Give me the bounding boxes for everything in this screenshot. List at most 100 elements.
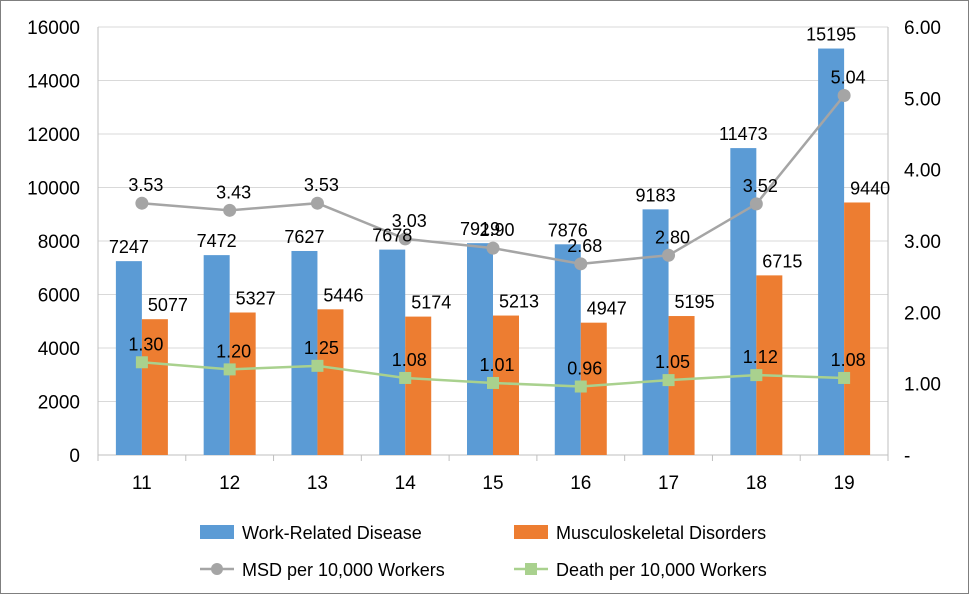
label-work-related-disease: 7247 <box>109 237 149 257</box>
label-msd-per-10000: 3.53 <box>304 175 339 195</box>
point-msd-per-10000 <box>398 232 412 246</box>
bar-musculoskeletal-disorders <box>317 309 344 455</box>
point-msd-per-10000 <box>574 257 588 271</box>
label-msd-per-10000: 2.68 <box>567 236 602 256</box>
y-left-tick-label: 14000 <box>27 72 80 93</box>
y-right-tick-label: 3.00 <box>904 232 941 253</box>
label-msd-per-10000: 2.90 <box>479 220 514 240</box>
bar-musculoskeletal-disorders <box>844 202 871 455</box>
bar-work-related-disease <box>642 209 669 455</box>
label-musculoskeletal-disorders: 5077 <box>148 295 188 315</box>
point-death-per-10000 <box>574 380 587 393</box>
point-death-per-10000 <box>311 359 324 372</box>
label-work-related-disease: 7678 <box>372 226 412 246</box>
label-work-related-disease: 15195 <box>806 25 856 45</box>
point-death-per-10000 <box>750 369 763 382</box>
bar-work-related-disease <box>203 255 230 455</box>
label-msd-per-10000: 3.43 <box>216 182 251 202</box>
label-death-per-10000: 1.08 <box>392 350 427 370</box>
legend-msd-per-10000-label: MSD per 10,000 Workers <box>242 560 445 580</box>
point-death-per-10000 <box>135 356 148 369</box>
point-death-per-10000 <box>399 371 412 384</box>
y-left-tick-label: 4000 <box>38 339 80 360</box>
label-musculoskeletal-disorders: 5327 <box>236 289 276 309</box>
y-left-tick-label: 2000 <box>38 393 80 414</box>
label-musculoskeletal-disorders: 5213 <box>499 292 539 312</box>
label-work-related-disease: 7627 <box>284 227 324 247</box>
y-left-tick-label: 16000 <box>27 18 80 39</box>
point-msd-per-10000 <box>223 203 237 217</box>
y-right-tick-label: 4.00 <box>904 161 941 182</box>
x-tick-label: 17 <box>658 473 679 494</box>
label-msd-per-10000: 3.52 <box>743 176 778 196</box>
x-tick-label: 15 <box>482 473 503 494</box>
label-work-related-disease: 9183 <box>636 185 676 205</box>
point-death-per-10000 <box>662 374 675 387</box>
legend-death-per-10000-swatch-marker <box>525 563 537 575</box>
legend: Work-Related Disease Musculoskeletal Diso… <box>200 523 767 580</box>
point-msd-per-10000 <box>135 196 149 210</box>
point-msd-per-10000 <box>486 241 500 255</box>
legend-work-related-disease-label: Work-Related Disease <box>242 523 422 543</box>
axes: 0 2000 4000 6000 8000 10000 12000 14000 16000 - 1.… <box>27 18 941 494</box>
y-left-tick-label: 0 <box>69 446 80 467</box>
label-work-related-disease: 7919 <box>460 219 500 239</box>
x-tick-label: 16 <box>570 473 591 494</box>
bar-work-related-disease <box>818 48 845 455</box>
legend-death-per-10000-label: Death per 10,000 Workers <box>556 560 767 580</box>
point-msd-per-10000 <box>749 197 763 211</box>
x-tick-label: 14 <box>395 473 417 494</box>
point-death-per-10000 <box>223 363 236 376</box>
legend-msd-per-10000-swatch-marker <box>211 563 223 575</box>
label-work-related-disease: 11473 <box>719 124 768 144</box>
y-right-tick-label: 6.00 <box>904 18 941 39</box>
bar-work-related-disease <box>467 243 493 455</box>
bar-work-related-disease <box>554 244 581 455</box>
bar-work-related-disease <box>379 249 406 455</box>
bar-musculoskeletal-disorders <box>405 316 432 455</box>
x-tick-label: 11 <box>132 473 152 494</box>
legend-musculoskeletal-disorders-swatch <box>514 525 548 539</box>
label-msd-per-10000: 3.53 <box>128 175 163 195</box>
y-right-tick-label: 2.00 <box>904 303 941 324</box>
label-death-per-10000: 1.01 <box>479 355 514 375</box>
label-death-per-10000: 0.96 <box>567 359 602 379</box>
point-death-per-10000 <box>487 376 499 389</box>
x-tick-label: 12 <box>219 473 240 494</box>
x-tick-label: 13 <box>307 473 328 494</box>
bar-musculoskeletal-disorders <box>141 319 168 455</box>
point-death-per-10000 <box>838 371 851 384</box>
label-musculoskeletal-disorders: 9440 <box>850 178 890 198</box>
label-musculoskeletal-disorders: 6715 <box>762 251 802 271</box>
label-msd-per-10000: 3.03 <box>392 211 427 231</box>
x-tick-label: 18 <box>746 473 767 494</box>
y-left-tick-label: 6000 <box>38 286 80 307</box>
label-musculoskeletal-disorders: 5174 <box>411 293 451 313</box>
bar-musculoskeletal-disorders <box>756 275 783 455</box>
data-labels: 7247 7472 7627 7678 7919 7876 9183 11473 15195 50… <box>109 25 890 379</box>
legend-musculoskeletal-disorders-label: Musculoskeletal Disorders <box>556 523 766 543</box>
bar-work-related-disease <box>291 250 318 455</box>
legend-work-related-disease-swatch <box>200 525 234 539</box>
label-musculoskeletal-disorders: 4947 <box>587 299 627 319</box>
y-right-tick-label: 5.00 <box>904 89 941 110</box>
point-msd-per-10000 <box>310 196 324 210</box>
point-msd-per-10000 <box>837 88 851 102</box>
label-death-per-10000: 1.12 <box>743 347 778 367</box>
label-msd-per-10000: 2.80 <box>655 227 690 247</box>
label-musculoskeletal-disorders: 5195 <box>675 292 715 312</box>
label-death-per-10000: 1.30 <box>128 334 163 354</box>
x-tick-label: 19 <box>834 473 855 494</box>
bar-musculoskeletal-disorders <box>229 312 256 455</box>
label-death-per-10000: 1.20 <box>216 341 251 361</box>
label-death-per-10000: 1.25 <box>304 338 339 358</box>
y-left-tick-label: 8000 <box>38 232 80 253</box>
bars <box>115 48 871 456</box>
label-work-related-disease: 7876 <box>548 220 588 240</box>
label-musculoskeletal-disorders: 5446 <box>323 285 363 305</box>
y-right-tick-label: 1.00 <box>904 375 941 396</box>
label-msd-per-10000: 5.04 <box>831 67 866 87</box>
label-work-related-disease: 7472 <box>197 231 237 251</box>
y-left-tick-label: 12000 <box>27 125 80 146</box>
